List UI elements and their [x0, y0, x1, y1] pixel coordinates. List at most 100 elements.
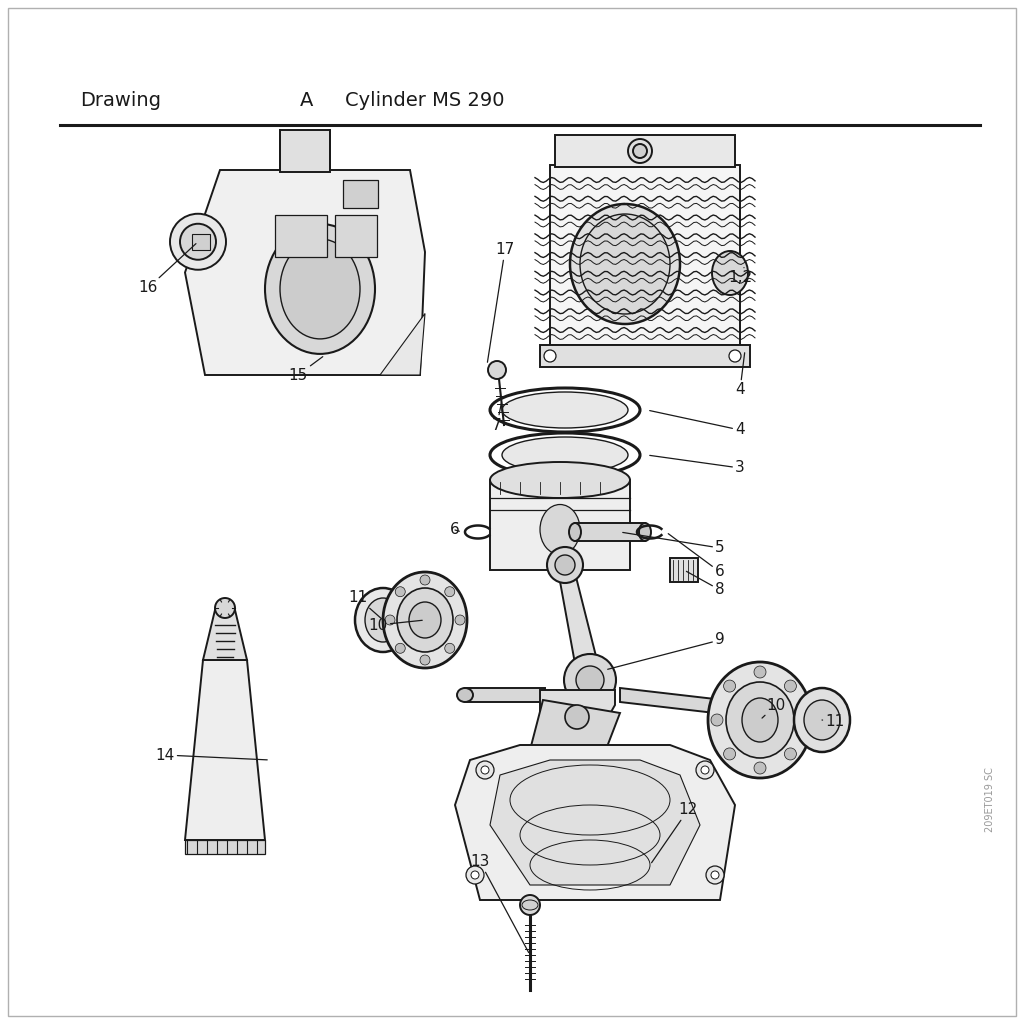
Circle shape	[797, 714, 809, 726]
Ellipse shape	[265, 224, 375, 354]
Ellipse shape	[712, 251, 748, 295]
FancyBboxPatch shape	[185, 840, 265, 854]
Polygon shape	[490, 760, 700, 885]
Text: 5: 5	[623, 532, 725, 555]
Circle shape	[444, 587, 455, 597]
Ellipse shape	[397, 588, 453, 652]
Text: 17: 17	[487, 243, 515, 362]
Text: A: A	[300, 90, 313, 110]
Circle shape	[564, 654, 616, 706]
FancyBboxPatch shape	[275, 215, 327, 257]
Text: 7: 7	[493, 402, 502, 432]
Circle shape	[565, 705, 589, 729]
Circle shape	[754, 762, 766, 774]
Circle shape	[575, 666, 604, 694]
Circle shape	[628, 139, 652, 163]
Ellipse shape	[502, 392, 628, 428]
Circle shape	[215, 598, 234, 618]
Ellipse shape	[570, 204, 680, 324]
Circle shape	[544, 350, 556, 362]
Polygon shape	[530, 700, 620, 765]
Circle shape	[471, 871, 479, 879]
Circle shape	[395, 643, 406, 653]
Text: 10: 10	[369, 617, 422, 633]
Text: Cylinder MS 290: Cylinder MS 290	[345, 90, 505, 110]
FancyBboxPatch shape	[550, 165, 740, 345]
Text: 15: 15	[289, 356, 323, 383]
Circle shape	[754, 666, 766, 678]
Text: 10: 10	[762, 697, 785, 718]
Ellipse shape	[522, 900, 538, 910]
Text: 9: 9	[607, 633, 725, 670]
Ellipse shape	[383, 572, 467, 668]
Text: 14: 14	[156, 748, 267, 763]
Circle shape	[420, 655, 430, 665]
Circle shape	[444, 643, 455, 653]
Polygon shape	[185, 660, 265, 840]
Text: 4: 4	[649, 411, 744, 437]
Circle shape	[481, 766, 489, 774]
Circle shape	[466, 866, 484, 884]
Ellipse shape	[457, 688, 473, 702]
Circle shape	[711, 871, 719, 879]
Ellipse shape	[502, 437, 628, 473]
FancyBboxPatch shape	[280, 130, 330, 172]
Circle shape	[724, 680, 735, 692]
Circle shape	[395, 587, 406, 597]
FancyBboxPatch shape	[490, 480, 630, 570]
Text: 4: 4	[735, 352, 744, 397]
Text: 11: 11	[822, 715, 845, 729]
FancyBboxPatch shape	[335, 215, 377, 257]
Text: 1,2: 1,2	[728, 267, 752, 286]
Polygon shape	[455, 745, 735, 900]
Text: 16: 16	[138, 244, 196, 296]
Ellipse shape	[742, 698, 778, 742]
Ellipse shape	[726, 682, 794, 758]
Text: 8: 8	[686, 571, 725, 597]
Text: 209ET019 SC: 209ET019 SC	[985, 768, 995, 833]
Ellipse shape	[569, 523, 581, 541]
Circle shape	[729, 350, 741, 362]
FancyBboxPatch shape	[575, 523, 645, 541]
Circle shape	[724, 748, 735, 760]
Circle shape	[455, 615, 465, 625]
Ellipse shape	[580, 214, 670, 314]
FancyBboxPatch shape	[670, 558, 698, 582]
FancyBboxPatch shape	[193, 233, 210, 250]
Circle shape	[633, 144, 647, 158]
Ellipse shape	[490, 462, 630, 498]
FancyBboxPatch shape	[560, 474, 570, 482]
Circle shape	[520, 895, 540, 915]
Circle shape	[420, 575, 430, 585]
Polygon shape	[380, 313, 425, 375]
Circle shape	[385, 615, 395, 625]
Text: Drawing: Drawing	[80, 90, 161, 110]
Text: 6: 6	[451, 522, 460, 538]
Circle shape	[170, 214, 226, 269]
Ellipse shape	[355, 588, 411, 652]
Text: 12: 12	[651, 803, 697, 862]
Circle shape	[701, 766, 709, 774]
FancyBboxPatch shape	[343, 180, 378, 208]
Ellipse shape	[409, 602, 441, 638]
Circle shape	[180, 224, 216, 260]
Polygon shape	[185, 170, 425, 375]
Circle shape	[476, 761, 494, 779]
Circle shape	[784, 680, 797, 692]
Circle shape	[547, 547, 583, 583]
Ellipse shape	[708, 662, 812, 778]
Text: 11: 11	[348, 591, 381, 618]
Circle shape	[555, 555, 575, 575]
FancyBboxPatch shape	[555, 135, 735, 167]
Ellipse shape	[639, 523, 651, 541]
Polygon shape	[620, 688, 715, 713]
Polygon shape	[557, 565, 602, 680]
Ellipse shape	[365, 598, 401, 642]
Ellipse shape	[280, 239, 360, 339]
Polygon shape	[203, 610, 247, 660]
Ellipse shape	[794, 688, 850, 752]
Circle shape	[711, 714, 723, 726]
Ellipse shape	[540, 505, 580, 555]
Text: 3: 3	[650, 456, 744, 475]
Ellipse shape	[804, 700, 840, 740]
